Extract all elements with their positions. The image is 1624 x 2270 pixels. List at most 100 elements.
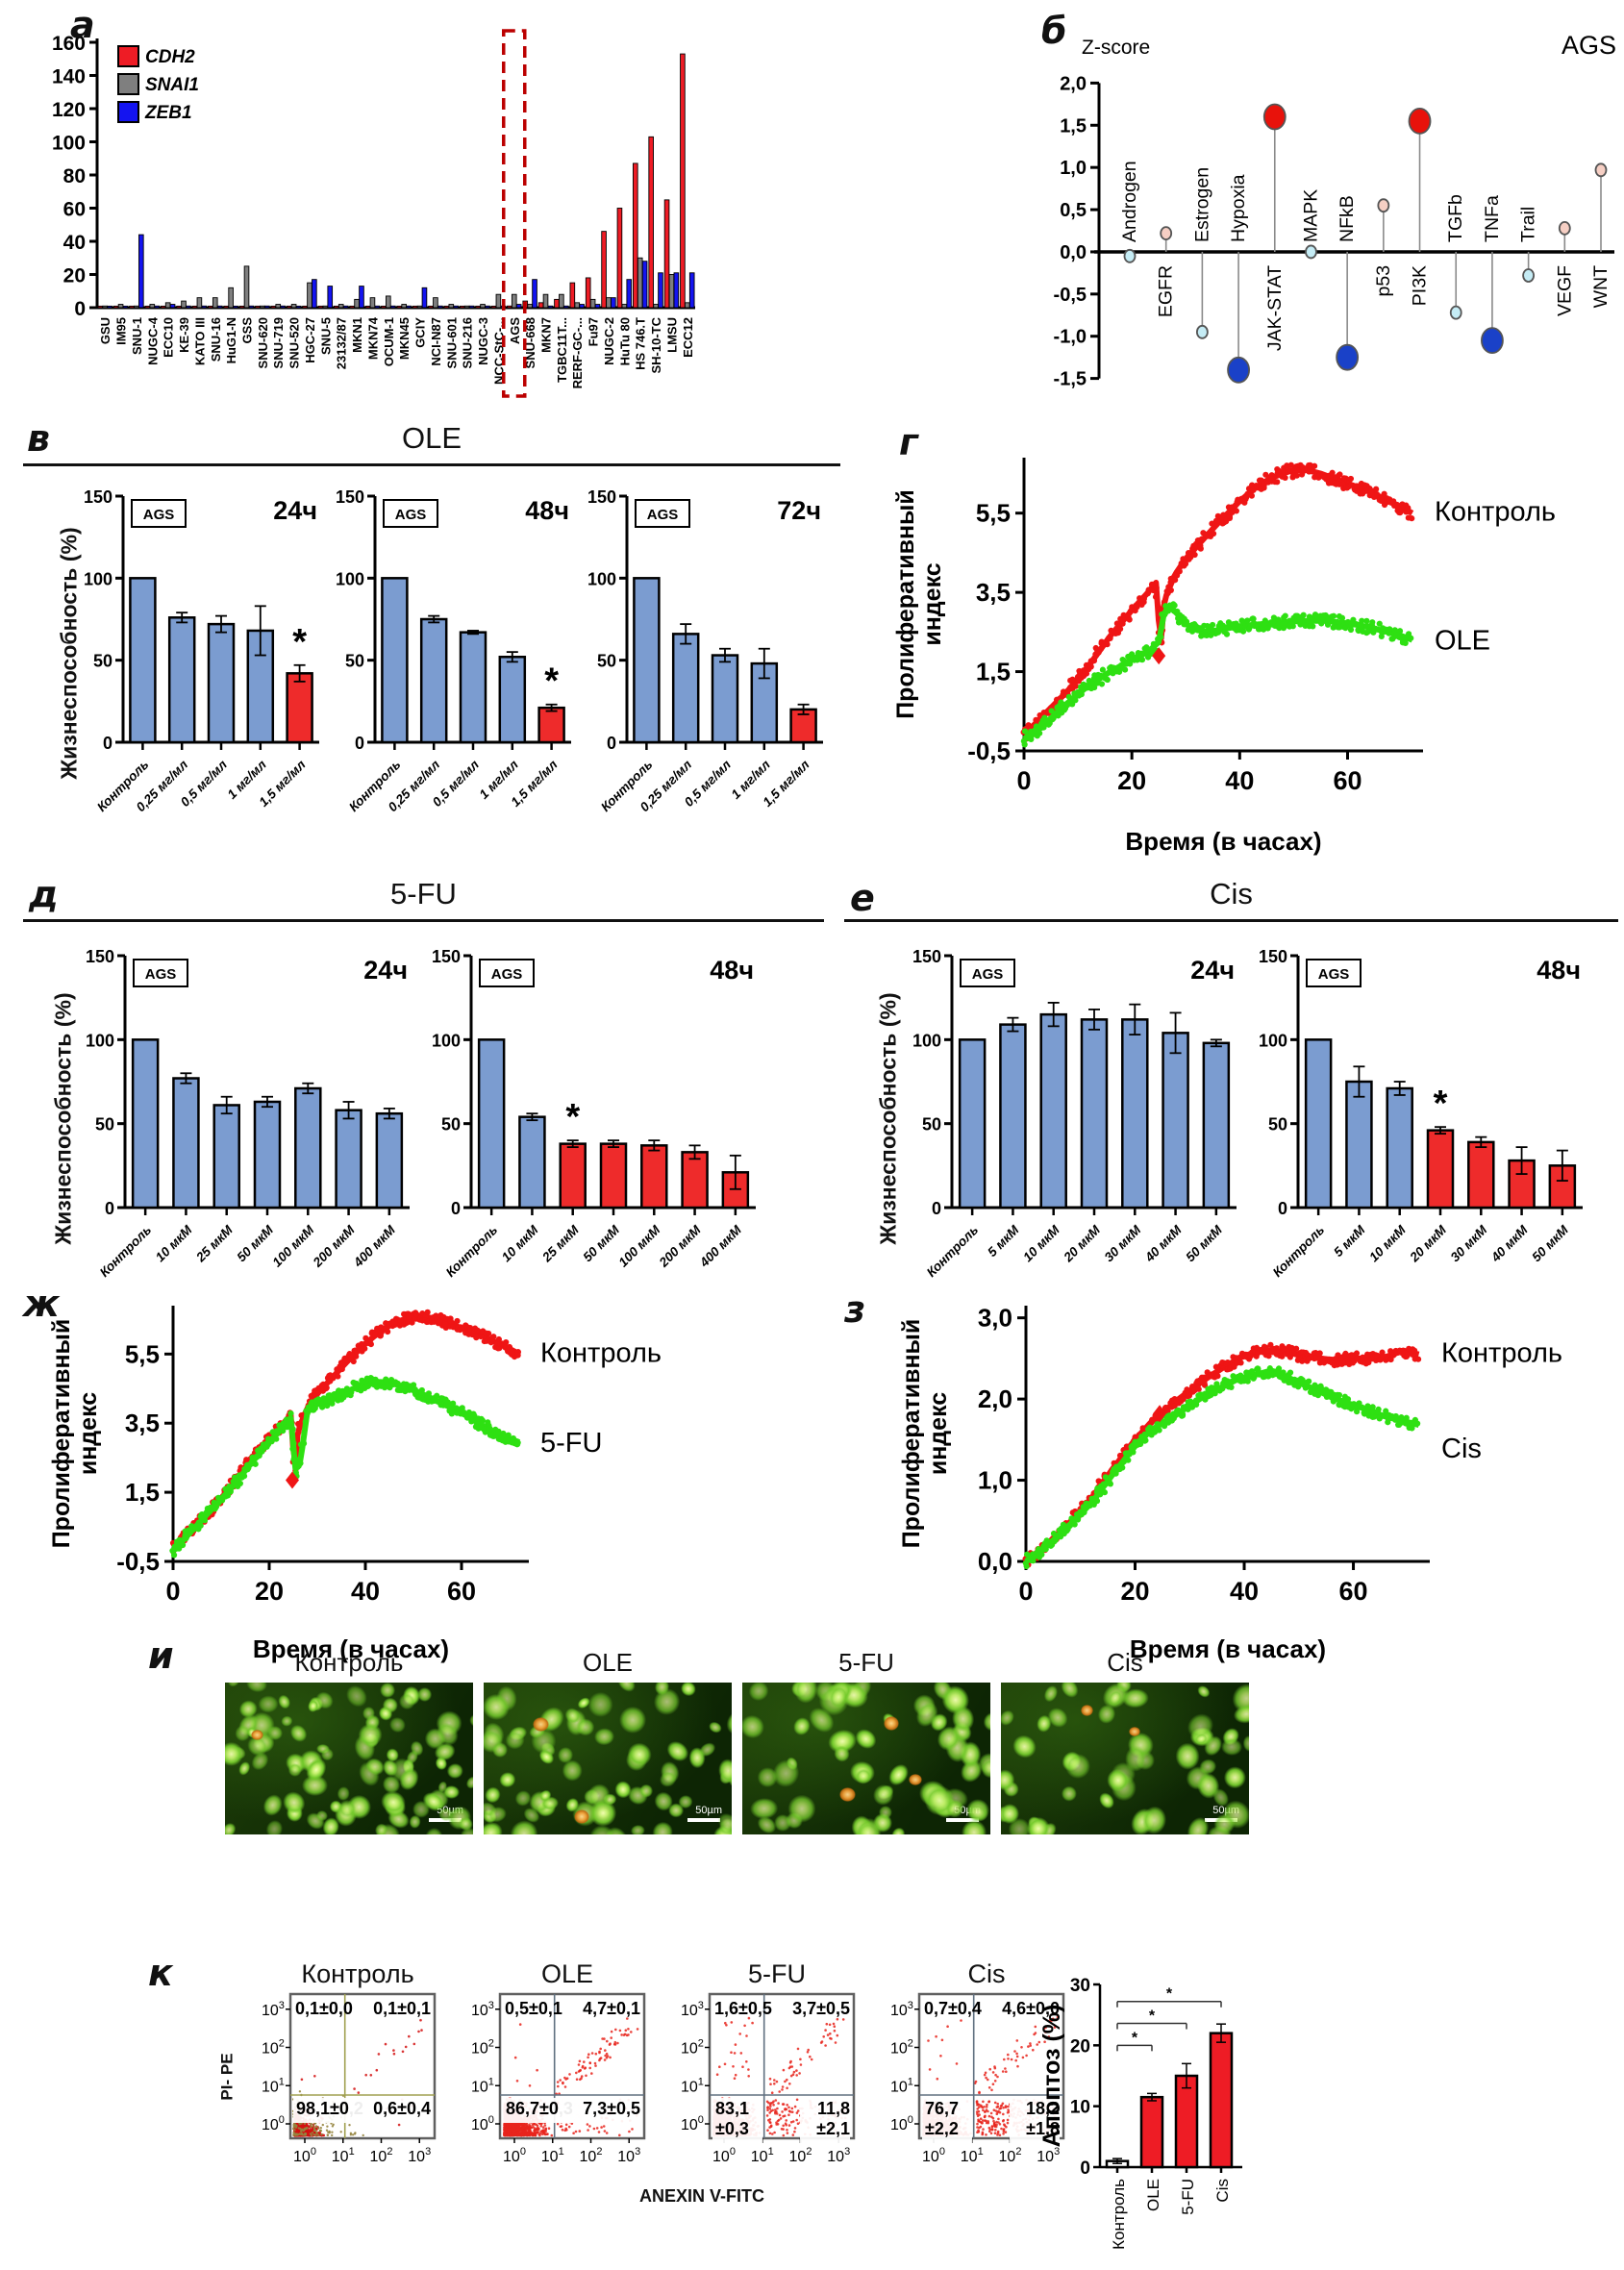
svg-text:40: 40 <box>63 232 86 254</box>
apoptotic-cell-blob <box>251 1730 263 1741</box>
svg-text:RERF-GC-...: RERF-GC-... <box>570 317 585 388</box>
panel-a: а 0 20 40 60 80 100 120 140 160 GSU IM95 SNU-1 NUGC-… <box>14 4 702 412</box>
panel-z: з 0,0 1,0 2,0 3,0 0 20 40 60 Время (в часах) Прол… <box>838 1281 1624 1670</box>
svg-text:48ч: 48ч <box>1537 956 1581 985</box>
svg-text:100: 100 <box>84 569 112 588</box>
micrograph-image-ole: 50µm <box>484 1683 732 1834</box>
ags-highlight-box <box>502 29 527 398</box>
svg-text:0: 0 <box>451 1199 461 1218</box>
apoptotic-cell-blob <box>908 1773 922 1786</box>
svg-text:MKN7: MKN7 <box>539 317 554 353</box>
cell-blob <box>1058 1683 1083 1702</box>
svg-text:Контроль: Контроль <box>924 1223 981 1280</box>
svg-text:50: 50 <box>597 652 616 671</box>
cell-blob <box>423 1826 445 1834</box>
svg-text:100: 100 <box>912 1031 941 1050</box>
cell-blob <box>706 1719 723 1734</box>
svg-text:SNU-216: SNU-216 <box>461 317 475 368</box>
svg-text:5,5: 5,5 <box>125 1339 160 1368</box>
cell-blob <box>668 1803 684 1817</box>
panel-v-letter: в <box>27 417 51 460</box>
svg-text:-0,5: -0,5 <box>967 736 1011 765</box>
line-chart-content: -0,5 1,5 3,5 5,5 0 20 40 60 Время (в часах) Проли… <box>892 458 1556 856</box>
cell-blob <box>496 1769 517 1789</box>
svg-text:3,5: 3,5 <box>125 1409 160 1437</box>
svg-text:5-FU: 5-FU <box>540 1428 602 1459</box>
svg-text:102: 102 <box>262 2038 285 2058</box>
cell-blob <box>745 1683 773 1706</box>
panel-g: г -0,5 1,5 3,5 5,5 0 20 40 60 Время (в часах) Про… <box>856 419 1624 871</box>
svg-text:140: 140 <box>52 66 86 88</box>
svg-text:400 мкМ: 400 мкМ <box>350 1222 398 1270</box>
scale-bar <box>946 1818 979 1822</box>
cell-blob <box>225 1820 238 1834</box>
svg-text:40: 40 <box>1225 766 1254 795</box>
ole-group-rule <box>23 463 840 466</box>
svg-text:Z-score: Z-score <box>1082 37 1150 59</box>
svg-text:80: 80 <box>63 165 86 187</box>
svg-text:1,5: 1,5 <box>125 1478 160 1507</box>
cell-blob <box>647 1818 677 1834</box>
svg-text:WNT: WNT <box>1590 265 1612 308</box>
micrograph-image-control: 50µm <box>225 1683 473 1834</box>
svg-text:*: * <box>544 661 559 702</box>
svg-text:150: 150 <box>1259 947 1287 966</box>
svg-text:SNU-1: SNU-1 <box>130 317 144 355</box>
svg-text:0: 0 <box>1016 766 1031 795</box>
cell-blob <box>306 1698 320 1714</box>
svg-text:GCIY: GCIY <box>413 317 428 348</box>
svg-text:60: 60 <box>1333 766 1362 795</box>
panel-zh: ж -0,5 1,5 3,5 5,5 0 20 40 60 Время (в часах) Про… <box>17 1281 748 1670</box>
svg-text:150: 150 <box>432 947 461 966</box>
svg-text:50: 50 <box>441 1115 461 1135</box>
panel-e: е Cis Жизнеспособность (%) 0 50 100 150 Конт… <box>838 875 1624 1332</box>
cell-blob <box>793 1683 819 1705</box>
svg-text:IM95: IM95 <box>114 317 129 345</box>
svg-text:MKN45: MKN45 <box>397 317 412 360</box>
svg-text:Cis: Cis <box>1441 1434 1482 1464</box>
apoptotic-cell-blob <box>1129 1726 1141 1737</box>
svg-text:TGFb: TGFb <box>1445 194 1466 242</box>
svg-text:150: 150 <box>84 487 112 507</box>
panel-g-letter: г <box>899 421 918 463</box>
cell-blob <box>225 1683 242 1689</box>
panel-k: к PI- PE Контроль 100 100 101 101 102 102 103 1… <box>144 1952 1624 2269</box>
svg-text:98,1±0,2: 98,1±0,2 <box>296 2099 363 2118</box>
svg-text:100: 100 <box>336 569 364 588</box>
svg-text:MKN74: MKN74 <box>365 316 380 360</box>
svg-text:10 мкМ: 10 мкМ <box>499 1222 541 1264</box>
svg-text:150: 150 <box>587 487 616 507</box>
svg-text:101: 101 <box>262 2076 285 2095</box>
svg-text:20: 20 <box>1120 1577 1149 1606</box>
flow-plot-title: Контроль <box>301 1959 414 1988</box>
svg-text:50 мкМ: 50 мкМ <box>1529 1222 1571 1264</box>
svg-text:AGS: AGS <box>395 507 427 523</box>
svg-text:SNU-16: SNU-16 <box>209 317 223 362</box>
svg-text:SNU-719: SNU-719 <box>271 317 286 368</box>
svg-text:150: 150 <box>912 947 941 966</box>
svg-text:AGS: AGS <box>143 507 175 523</box>
svg-text:0: 0 <box>932 1199 941 1218</box>
svg-text:102: 102 <box>370 2146 393 2165</box>
svg-text:24ч: 24ч <box>363 956 408 985</box>
panel-i: и Контроль 50µm OLE 50µm 5-FU 50µm Cis <box>144 1634 1471 1865</box>
panel-z-letter: з <box>844 1288 866 1331</box>
svg-text:Контроль: Контроль <box>1435 497 1556 528</box>
svg-text:3,0: 3,0 <box>978 1304 1012 1333</box>
proliferation-index-cis-chart: 0,0 1,0 2,0 3,0 0 20 40 60 Время (в часах) Пролиф… <box>898 1304 1562 1663</box>
micrograph-ole: OLE 50µm <box>484 1648 732 1834</box>
line-chart-content: -0,5 1,5 3,5 5,5 0 20 40 60 Время (в часах) Проли… <box>48 1306 662 1663</box>
svg-text:SNU-520: SNU-520 <box>287 317 302 368</box>
svg-text:Контроль: Контроль <box>97 1223 154 1280</box>
micrograph-title: OLE <box>582 1648 634 1677</box>
flow-plot-title: OLE <box>540 1959 594 1988</box>
ole-group-title: OLE <box>401 421 462 455</box>
svg-text:10 мкМ: 10 мкМ <box>1020 1222 1062 1264</box>
svg-text:50: 50 <box>95 1115 114 1135</box>
cell-blob <box>445 1761 465 1781</box>
